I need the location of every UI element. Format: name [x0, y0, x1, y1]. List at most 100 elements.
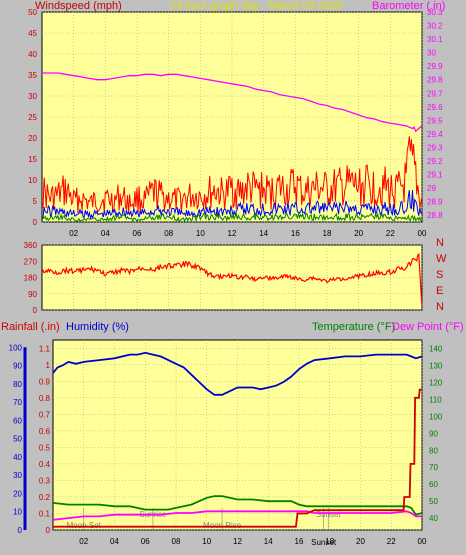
graph-title: 24 hour graph day - March 03 2020: [170, 0, 342, 12]
compass-label: S: [436, 269, 443, 281]
wind-y-tick-label: 35: [28, 71, 37, 80]
wind-y-tick-label: 25: [28, 113, 37, 122]
barometer-axis-title: Barometer (.in): [372, 0, 445, 12]
rain-x-tick-label: 12: [233, 537, 242, 546]
wind-x-tick-label: 20: [354, 229, 363, 238]
direction-y-tick-label: 270: [24, 257, 38, 266]
barometer-tick-label: 29.3: [427, 143, 443, 152]
barometer-tick-label: 29.6: [427, 103, 443, 112]
rain-x-tick-label: 08: [172, 537, 181, 546]
wind-x-tick-label: 18: [323, 229, 332, 238]
barometer-tick-label: 28.8: [427, 211, 443, 220]
wind-y-tick-label: 20: [28, 134, 37, 143]
direction-y-tick-label: 90: [28, 290, 37, 299]
temperature-tick-label: 50: [429, 497, 438, 506]
humidity-tick-label: 50: [13, 435, 22, 444]
rain-plot-area: [52, 339, 423, 531]
dewpoint-axis-title: Dew Point (°F): [392, 321, 464, 333]
humidity-tick-label: 100: [9, 343, 23, 352]
wind-x-tick-label: 02: [69, 229, 78, 238]
rainfall-series: [53, 388, 422, 528]
humidity-tick-label: 70: [13, 398, 22, 407]
barometer-series: [42, 72, 423, 133]
astro-label: Sunset: [316, 510, 342, 519]
temperature-tick-label: 70: [429, 463, 438, 472]
compass-label: E: [436, 285, 443, 297]
wind-y-tick-label: 0: [33, 218, 38, 227]
wind-y-tick-label: 10: [28, 176, 37, 185]
wind-y-tick-label: 45: [28, 29, 37, 38]
wind-x-tick-label: 00: [418, 229, 427, 238]
direction-y-tick-label: 180: [24, 274, 38, 283]
temperature-tick-label: 80: [429, 446, 438, 455]
rainfall-axis-title: Rainfall (.in): [1, 321, 60, 333]
rain-tick-label: 0: [46, 526, 51, 535]
barometer-tick-label: 29.2: [427, 157, 443, 166]
barometer-tick-label: 29: [427, 184, 436, 193]
temperature-tick-label: 60: [429, 480, 438, 489]
humidity-tick-label: 10: [13, 508, 22, 517]
barometer-tick-label: 29.1: [427, 171, 443, 180]
temperature-tick-label: 100: [429, 412, 443, 421]
barometer-tick-label: 30.3: [427, 8, 443, 17]
temperature-tick-label: 90: [429, 429, 438, 438]
wind-y-tick-label: 5: [33, 197, 38, 206]
humidity-tick-label: 60: [13, 416, 22, 425]
compass-label: W: [436, 253, 447, 265]
barometer-tick-label: 28.9: [427, 198, 443, 207]
wind-y-tick-label: 30: [28, 92, 37, 101]
astro-label: Sunset: [311, 538, 337, 547]
temperature-tick-label: 130: [429, 361, 443, 370]
rain-tick-label: 0.3: [39, 476, 51, 485]
rain-tick-label: 0.2: [39, 493, 51, 502]
barometer-tick-label: 29.7: [427, 89, 443, 98]
wind-x-tick-label: 12: [228, 229, 237, 238]
direction-y-tick-label: 0: [33, 306, 38, 315]
rain-x-tick-label: 14: [264, 537, 273, 546]
humidity-tick-label: 30: [13, 471, 22, 480]
astro-label: Moon Rise: [203, 521, 242, 530]
temperature-axis-title: Temperature (°F): [312, 321, 395, 333]
rain-tick-label: 0.7: [39, 410, 51, 419]
compass-label: N: [436, 237, 444, 249]
rain-tick-label: 0.9: [39, 377, 51, 386]
humidity-axis-title: Humidity (%): [66, 321, 129, 333]
wind-x-tick-label: 14: [259, 229, 268, 238]
rain-x-tick-label: 22: [387, 537, 396, 546]
barometer-tick-label: 29.4: [427, 130, 443, 139]
astro-label: Moon Set: [67, 521, 102, 530]
rain-x-tick-label: 18: [325, 537, 334, 546]
wind-x-tick-label: 10: [196, 229, 205, 238]
humidity-tick-label: 40: [13, 453, 22, 462]
rain-tick-label: 0.5: [39, 443, 51, 452]
wind-x-tick-label: 06: [133, 229, 142, 238]
barometer-tick-label: 29.5: [427, 116, 443, 125]
barometer-tick-label: 29.8: [427, 76, 443, 85]
rain-x-tick-label: 20: [356, 537, 365, 546]
barometer-tick-label: 30.2: [427, 22, 443, 31]
direction-y-tick-label: 360: [24, 241, 38, 250]
temperature-tick-label: 120: [429, 378, 443, 387]
rain-x-tick-label: 10: [202, 537, 211, 546]
wind-y-tick-label: 15: [28, 155, 37, 164]
temperature-series: [52, 495, 423, 516]
humidity-tick-label: 20: [13, 489, 22, 498]
wind-y-tick-label: 40: [28, 50, 37, 59]
humidity-tick-label: 80: [13, 380, 22, 389]
humidity-tick-label: 0: [18, 526, 23, 535]
compass-label: N: [436, 301, 444, 313]
dewpoint-series: [52, 510, 422, 521]
humidity-series: [52, 351, 423, 396]
rain-tick-label: 0.1: [39, 509, 51, 518]
temperature-tick-label: 110: [429, 395, 442, 404]
wind-low-series: [41, 211, 423, 223]
wind-x-tick-label: 16: [291, 229, 300, 238]
rain-x-tick-label: 02: [79, 537, 88, 546]
wind-x-tick-label: 22: [386, 229, 395, 238]
barometer-tick-label: 30.1: [427, 35, 443, 44]
rain-tick-label: 1: [46, 361, 51, 370]
wind-x-tick-label: 04: [101, 229, 110, 238]
rain-tick-label: 0.6: [39, 427, 51, 436]
